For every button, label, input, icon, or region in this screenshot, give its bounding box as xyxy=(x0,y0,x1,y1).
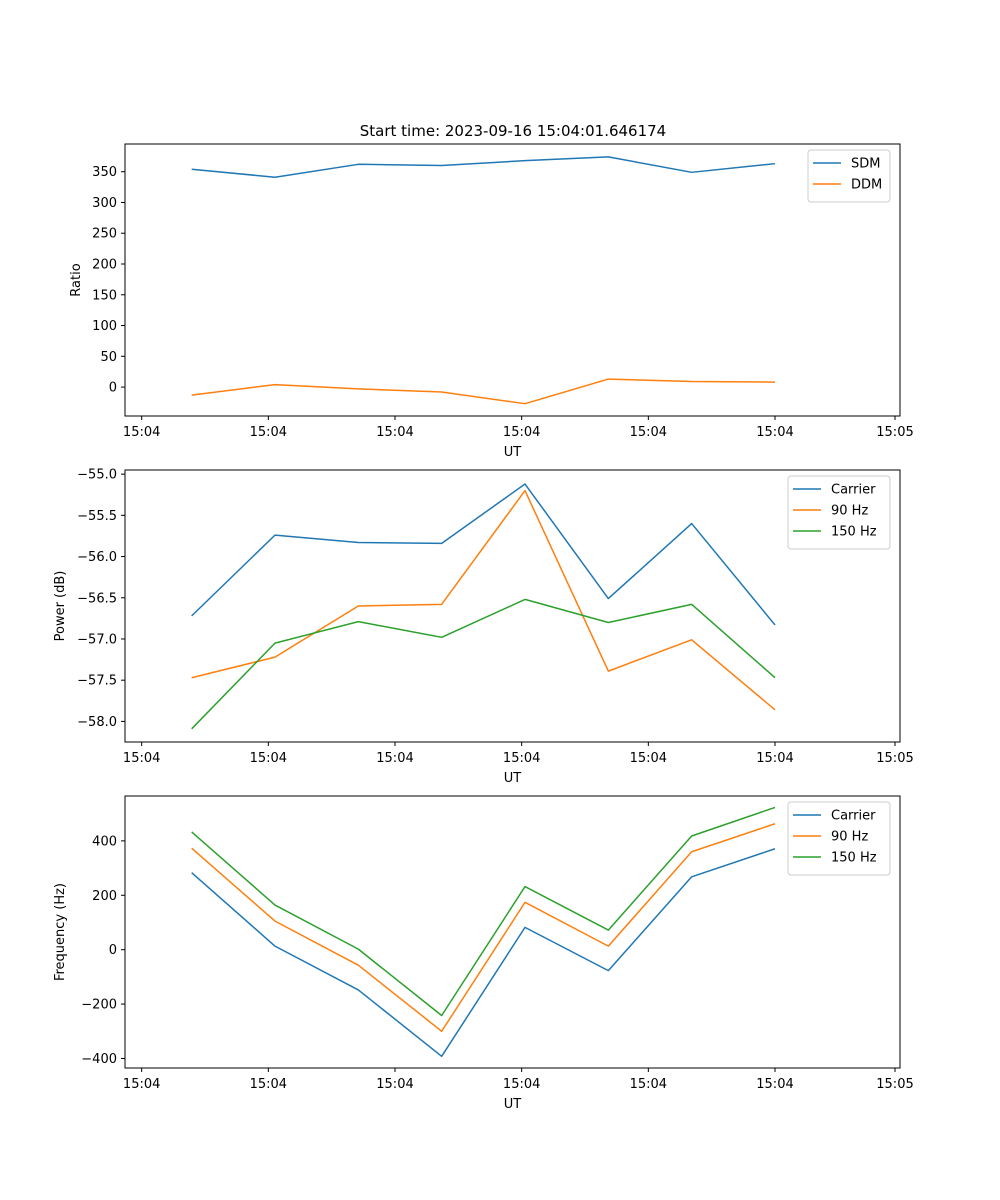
y-tick-label: 200 xyxy=(92,258,117,273)
x-tick-label: 15:05 xyxy=(876,1077,913,1092)
y-axis-label: Power (dB) xyxy=(53,571,68,642)
y-tick-label: −56.0 xyxy=(77,550,117,565)
x-tick-label: 15:04 xyxy=(503,1077,540,1092)
legend: Carrier 90 Hz 150 Hz xyxy=(787,801,891,876)
legend-label: 90 Hz xyxy=(831,504,868,519)
y-tick-label: −56.5 xyxy=(77,591,117,606)
legend-label: 90 Hz xyxy=(831,830,868,845)
series-line-90-hz xyxy=(191,823,776,1033)
x-tick-label: 15:04 xyxy=(376,751,413,766)
y-axis-label: Ratio xyxy=(69,263,84,296)
y-tick-label: 50 xyxy=(100,350,117,365)
legend: SDM DDM xyxy=(807,149,891,203)
axes-frame xyxy=(124,143,901,417)
legend-label: SDM xyxy=(851,157,880,172)
chart-title: Start time: 2023-09-16 15:04:01.646174 xyxy=(360,122,666,140)
x-tick-label: 15:04 xyxy=(756,751,793,766)
y-tick-label: 0 xyxy=(109,381,117,396)
x-tick-label: 15:04 xyxy=(630,1077,667,1092)
y-tick-label: −55.5 xyxy=(77,509,117,524)
y-tick-label: −400 xyxy=(81,1052,117,1067)
x-tick-label: 15:04 xyxy=(630,425,667,440)
y-tick-label: −57.0 xyxy=(77,632,117,647)
x-tick-label: 15:04 xyxy=(123,751,160,766)
y-tick-label: −55.0 xyxy=(77,468,117,483)
legend: Carrier 90 Hz 150 Hz xyxy=(787,475,891,550)
y-tick-label: 400 xyxy=(92,834,117,849)
series-line-carrier xyxy=(191,848,776,1058)
x-tick-label: 15:04 xyxy=(123,1077,160,1092)
x-tick-label: 15:04 xyxy=(630,751,667,766)
legend-label: 150 Hz xyxy=(831,525,877,540)
x-tick-label: 15:04 xyxy=(756,1077,793,1092)
x-tick-label: 15:05 xyxy=(876,425,913,440)
legend-label: Carrier xyxy=(831,809,876,824)
x-tick-label: 15:04 xyxy=(250,1077,287,1092)
x-tick-label: 15:04 xyxy=(376,425,413,440)
series-line-carrier xyxy=(191,483,776,626)
x-tick-label: 15:04 xyxy=(250,751,287,766)
legend-label: Carrier xyxy=(831,483,876,498)
y-tick-label: 350 xyxy=(92,165,117,180)
y-tick-label: −57.5 xyxy=(77,674,117,689)
y-axis-label: Frequency (Hz) xyxy=(53,883,68,981)
x-tick-label: 15:04 xyxy=(376,1077,413,1092)
x-axis-label: UT xyxy=(504,771,522,786)
series-line-sdm xyxy=(191,156,776,178)
x-tick-label: 15:05 xyxy=(876,751,913,766)
x-tick-label: 15:04 xyxy=(503,425,540,440)
x-axis-label: UT xyxy=(504,1097,522,1112)
series-line-ddm xyxy=(191,378,776,405)
series-line-150-hz xyxy=(191,598,776,730)
y-tick-label: 200 xyxy=(92,889,117,904)
chart-panel-1: 15:04 15:04 15:04 15:04 15:04 15:04 15:05 0 50 10… xyxy=(69,143,914,460)
x-tick-label: 15:04 xyxy=(123,425,160,440)
chart-panel-3: 15:04 15:04 15:04 15:04 15:04 15:04 15:05 −400 −… xyxy=(53,795,914,1112)
legend-label: DDM xyxy=(851,178,882,193)
x-tick-label: 15:04 xyxy=(756,425,793,440)
series-line-90-hz xyxy=(191,489,776,711)
y-tick-label: 300 xyxy=(92,196,117,211)
series-line-150-hz xyxy=(191,806,776,1017)
y-tick-label: 150 xyxy=(92,288,117,303)
axes-frame xyxy=(124,795,901,1069)
y-tick-label: −200 xyxy=(81,998,117,1013)
x-tick-label: 15:04 xyxy=(250,425,287,440)
x-tick-label: 15:04 xyxy=(503,751,540,766)
panels: 15:04 15:04 15:04 15:04 15:04 15:04 15:05 0 50 10… xyxy=(53,143,914,1112)
y-tick-label: −58.0 xyxy=(77,715,117,730)
axes-frame xyxy=(124,469,901,743)
chart-panel-2: 15:04 15:04 15:04 15:04 15:04 15:04 15:05 −58.0… xyxy=(53,468,914,786)
y-tick-label: 0 xyxy=(109,943,117,958)
legend-label: 150 Hz xyxy=(831,851,877,866)
y-tick-label: 250 xyxy=(92,227,117,242)
y-tick-label: 100 xyxy=(92,319,117,334)
x-axis-label: UT xyxy=(504,445,522,460)
